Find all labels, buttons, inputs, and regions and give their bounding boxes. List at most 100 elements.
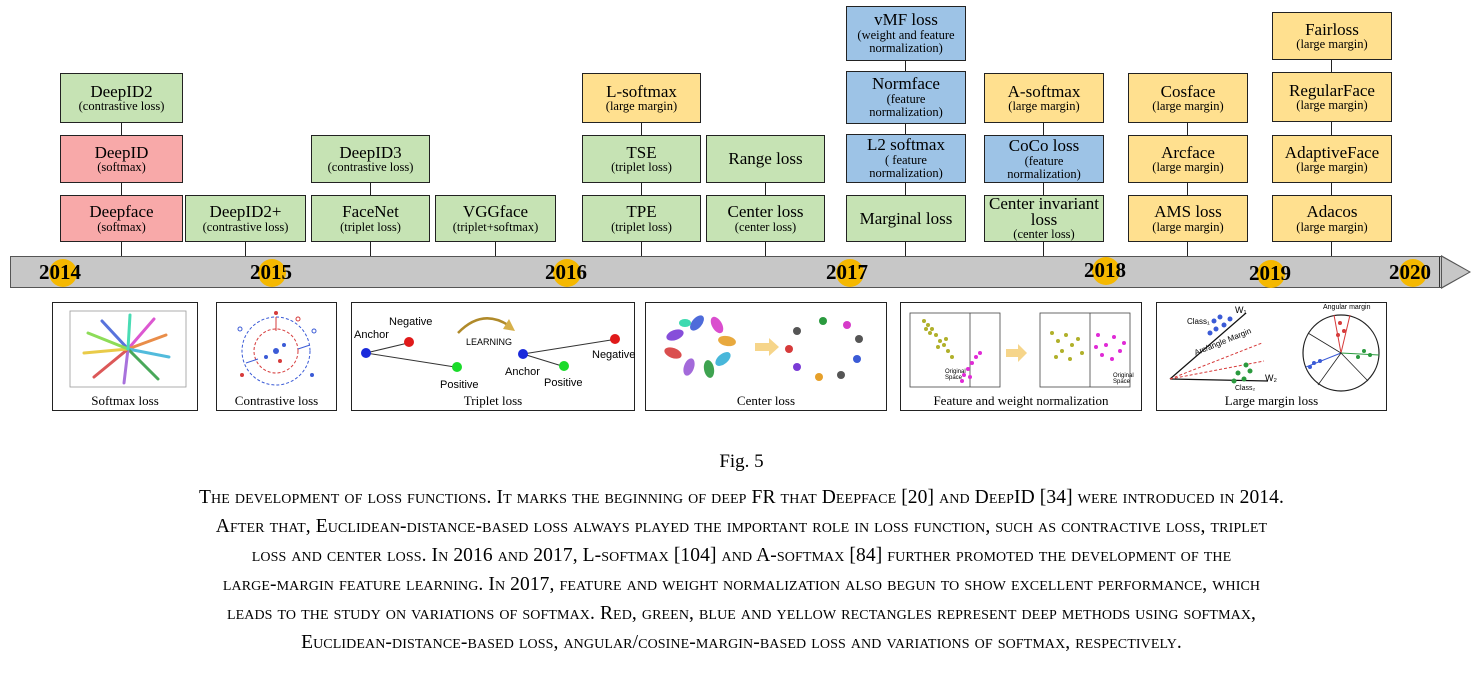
year-label: 2014 [39, 260, 81, 284]
year-dot [553, 259, 581, 287]
box-subtitle: (triplet loss) [611, 219, 672, 234]
year-dot [1257, 260, 1285, 288]
class1-label: Class₁ [1187, 317, 1210, 326]
box-title: Arcface [1161, 142, 1215, 162]
triplet-negative-label: Negative [389, 316, 433, 328]
box-adacos: Adacos (large margin) [1272, 195, 1392, 242]
box-rangeloss: Range loss [706, 135, 825, 183]
w1-label: W₁ [1235, 305, 1247, 315]
year-dot [1092, 257, 1120, 285]
contrastive-diagram [237, 311, 317, 386]
box-centerinvariant: Center invariant loss (center loss) [984, 195, 1104, 242]
box-subtitle: (large margin) [1152, 160, 1224, 175]
box-subtitle: (triplet loss) [340, 219, 401, 234]
box-title: DeepID2 [90, 81, 153, 101]
box-lsoftmax: L-softmax (large margin) [582, 73, 701, 123]
caption-line: large-margin feature learning. In 2017, … [222, 574, 1261, 595]
box-subtitle: (center loss) [734, 219, 797, 234]
box-vggface: VGGface (triplet+softmax) [435, 195, 556, 242]
triplet-anchor-label: Anchor [354, 329, 389, 341]
box-title: Cosface [1160, 81, 1216, 101]
box-adaptiveface: AdaptiveFace (large margin) [1272, 135, 1392, 183]
box-ams: AMS loss (large margin) [1128, 195, 1248, 242]
box-title: Normface [872, 74, 940, 94]
box-title: vMF loss [874, 10, 938, 30]
triplet-diagram [361, 317, 620, 372]
year-dot [49, 259, 77, 287]
year-label: 2020 [1389, 260, 1431, 284]
panel-caption: Feature and weight normalization [933, 393, 1109, 408]
box-title: Fairloss [1305, 19, 1359, 39]
box-title: Center loss [727, 202, 804, 222]
box-marginal: Marginal loss [846, 195, 966, 242]
triplet-negative-label: Negative [592, 349, 636, 361]
panel-softmax-loss: Softmax loss [52, 302, 198, 411]
box-subtitle: (weight and feature normalization) [857, 28, 955, 56]
triplet-positive-label: Positive [440, 379, 479, 391]
year-dot [1399, 259, 1427, 287]
box-subtitle: (contrastive loss) [202, 219, 289, 234]
panel-caption: Triplet loss [463, 393, 523, 408]
box-title: FaceNet [342, 202, 399, 222]
box-title: DeepID2+ [209, 202, 282, 222]
w2-label: W₂ [1265, 373, 1277, 383]
box-subtitle: (center loss) [1013, 227, 1075, 242]
caption-line: Euclidean-distance-based loss, angular/c… [301, 632, 1182, 653]
year-dot [836, 259, 864, 287]
box-title: RegularFace [1289, 80, 1375, 100]
box-title: Deepface [89, 202, 154, 222]
box-title: L2 softmax [867, 135, 945, 155]
box-title: AMS loss [1154, 202, 1222, 222]
box-title: A-softmax [1007, 81, 1081, 101]
box-subtitle: (softmax) [97, 219, 146, 234]
year-label: 2019 [1249, 261, 1291, 285]
triplet-anchor-label: Anchor [505, 366, 540, 378]
triplet-learning-label: LEARNING [466, 337, 513, 347]
box-facenet: FaceNet (triplet loss) [311, 195, 430, 242]
box-deepid2: DeepID2 (contrastive loss) [60, 73, 183, 123]
panel-caption: Contrastive loss [234, 393, 319, 408]
box-subtitle: (feature normalization) [1007, 153, 1081, 181]
box-title: CoCo loss [1008, 135, 1080, 155]
box-title: L-softmax [606, 81, 677, 101]
normalization-scatter-plots [909, 312, 1131, 388]
box-title: Adacos [1306, 202, 1358, 222]
box-subtitle: (softmax) [97, 160, 146, 175]
panel-center-loss: Center loss [645, 302, 887, 411]
box-subtitle: (large margin) [605, 99, 678, 114]
caption-line: leads to the study on variations of soft… [226, 603, 1257, 624]
box-vmf: vMF loss (weight and feature normalizati… [846, 6, 966, 61]
caption-line: The development of loss functions. It ma… [199, 487, 1284, 508]
box-regularface: RegularFace (large margin) [1272, 72, 1392, 122]
panel-triplet-loss: Anchor Negative Positive LEARNING Anchor… [351, 302, 635, 411]
box-subtitle: (large margin) [1296, 160, 1368, 175]
box-subtitle: (large margin) [1008, 99, 1080, 114]
box-subtitle: ( feature normalization) [869, 153, 943, 181]
original-space-label: Original Space [1113, 373, 1134, 385]
panel-caption: Large margin loss [1224, 393, 1319, 408]
box-tpe: TPE (triplet loss) [582, 195, 701, 242]
box-arcface: Arcface (large margin) [1128, 135, 1248, 183]
original-space-label: Original Space [945, 369, 966, 381]
box-normface: Normface (feature normalization) [846, 71, 966, 124]
box-title: Range loss [728, 149, 803, 169]
year-label: 2016 [545, 260, 587, 284]
center-loss-diagram [664, 315, 863, 381]
box-l2softmax: L2 softmax ( feature normalization) [846, 134, 966, 183]
box-subtitle: (feature normalization) [869, 92, 943, 120]
softmax-scatter-plot [69, 310, 187, 388]
box-centerloss: Center loss (center loss) [706, 195, 825, 242]
box-subtitle: (triplet+softmax) [452, 219, 539, 234]
box-asoftmax: A-softmax (large margin) [984, 73, 1104, 123]
box-subtitle: (contrastive loss) [327, 160, 414, 175]
panel-contrastive-loss: Contrastive loss [216, 302, 337, 411]
box-deepid: DeepID (softmax) [60, 135, 183, 183]
box-title: DeepID [94, 142, 149, 162]
year-label: 2018 [1084, 258, 1126, 282]
box-title: VGGface [462, 202, 529, 222]
timeline-bar [10, 256, 1442, 288]
year-label: 2017 [826, 260, 868, 284]
box-subtitle: (large margin) [1152, 99, 1224, 114]
box-subtitle: (contrastive loss) [78, 99, 165, 114]
box-deepface: Deepface (softmax) [60, 195, 183, 242]
